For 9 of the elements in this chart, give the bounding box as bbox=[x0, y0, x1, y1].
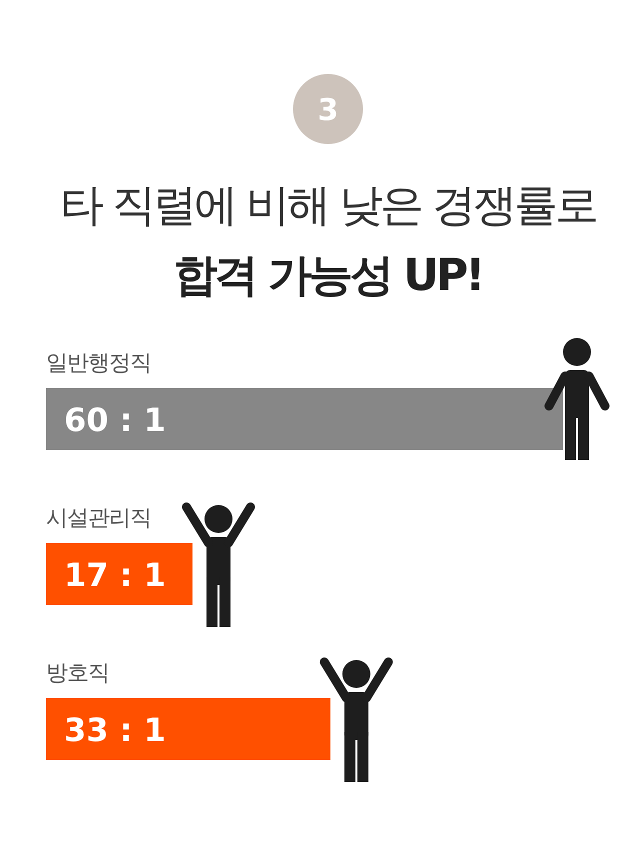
chart-title: 타 직렬에 비해 낮은 경쟁률로 bbox=[60, 180, 596, 231]
y-tick-label: 방호직 bbox=[46, 661, 109, 686]
data-label: 33 : 1 bbox=[64, 711, 166, 749]
y-tick-label: 일반행정직 bbox=[46, 351, 151, 376]
text: 3 bbox=[318, 93, 338, 128]
chart-subtitle: 합격 가능성 UP! bbox=[174, 250, 482, 301]
y-tick-label: 시설관리직 bbox=[46, 506, 151, 531]
data-label: 17 : 1 bbox=[64, 556, 166, 594]
data-label: 60 : 1 bbox=[64, 401, 166, 439]
